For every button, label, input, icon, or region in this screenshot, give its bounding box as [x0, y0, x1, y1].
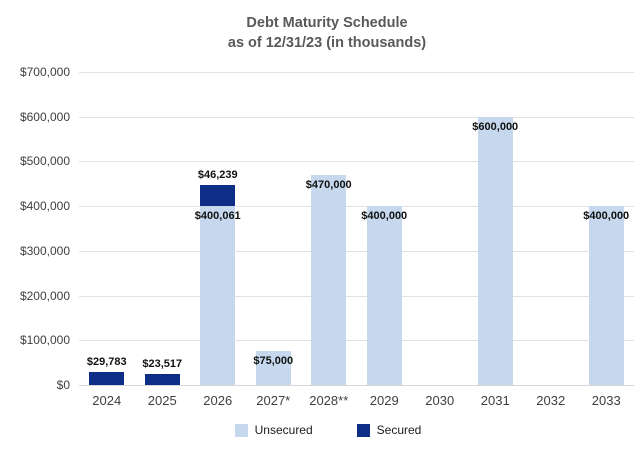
y-axis-tick-label: $300,000 [19, 243, 70, 258]
chart-subtitle: as of 12/31/23 (in thousands) [227, 35, 427, 51]
legend-swatch-unsecured [234, 423, 248, 437]
gridline [79, 161, 634, 163]
gridline [79, 72, 634, 73]
data-label-unsecured-2033: $400,000 [583, 210, 630, 223]
data-label-unsecured-2031: $600,000 [472, 120, 519, 133]
data-label-secured-2024: $29,783 [86, 355, 127, 368]
x-axis-tick-label: 2024 [92, 393, 122, 408]
y-axis-tick-label: $400,000 [19, 199, 70, 214]
x-axis-tick-label: 2027* [256, 393, 291, 408]
chart-title-block: Debt Maturity Schedule as of 12/31/23 (i… [0, 13, 640, 53]
x-axis-tick-label: 2030 [425, 393, 455, 408]
bar-segment-secured-2024 [89, 371, 125, 385]
data-label-unsecured-2026: $400,061 [194, 210, 241, 223]
bar-segment-secured-2025 [144, 374, 180, 385]
data-label-secured-2026: $46,239 [197, 169, 238, 182]
legend-swatch-secured [356, 423, 370, 437]
x-axis-tick-label: 2029 [369, 393, 399, 408]
y-axis-tick-label: $0 [56, 378, 70, 392]
y-axis-tick-label: $700,000 [19, 65, 70, 79]
legend: Unsecured Secured [0, 423, 640, 437]
legend-item-secured: Secured [356, 423, 422, 437]
x-axis-tick-label: 2032 [536, 393, 566, 408]
gridline [79, 250, 634, 252]
x-axis-line [79, 385, 634, 386]
y-axis-tick-label: $500,000 [19, 154, 70, 169]
legend-label-secured: Secured [376, 423, 422, 437]
data-label-unsecured-2029: $400,000 [361, 210, 408, 223]
x-axis-tick-label: 2028** [309, 393, 349, 408]
bar-segment-secured-2026 [200, 185, 236, 207]
gridline [79, 340, 634, 342]
bar-segment-unsecured-2033 [588, 206, 624, 385]
bar-segment-unsecured-2031 [477, 116, 513, 385]
gridline [79, 116, 634, 118]
chart-title: Debt Maturity Schedule [246, 15, 408, 31]
y-axis-tick-label: $100,000 [19, 333, 70, 348]
x-axis-tick-label: 2031 [480, 393, 510, 408]
gridline [79, 295, 634, 297]
data-label-unsecured-2028**: $470,000 [305, 178, 352, 191]
data-label-secured-2025: $23,517 [142, 358, 183, 371]
bar-segment-unsecured-2029 [366, 206, 402, 385]
legend-item-unsecured: Unsecured [234, 423, 313, 437]
y-axis-tick-label: $200,000 [19, 288, 70, 303]
x-axis-tick-label: 2033 [591, 393, 621, 408]
x-axis-tick-label: 2026 [203, 393, 233, 408]
gridline [79, 206, 634, 208]
bar-segment-unsecured-2027* [255, 351, 291, 385]
y-axis-tick-label: $600,000 [19, 109, 70, 124]
bar-segment-unsecured-2028** [311, 174, 347, 385]
x-axis-tick-label: 2025 [147, 393, 177, 408]
data-label-unsecured-2027*: $75,000 [253, 355, 294, 368]
legend-label-unsecured: Unsecured [254, 423, 313, 437]
bar-segment-unsecured-2026 [200, 206, 236, 385]
